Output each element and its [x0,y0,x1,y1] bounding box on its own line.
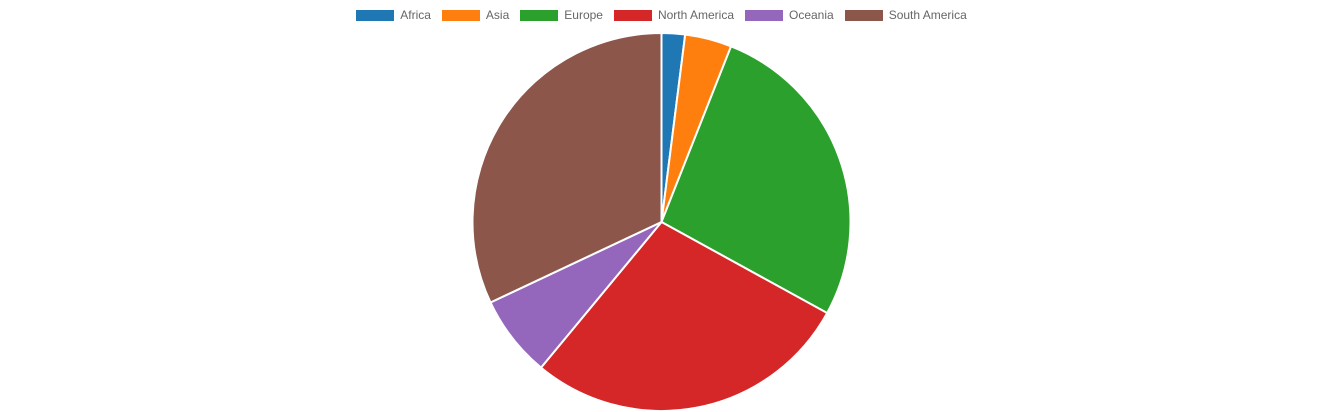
legend-label-europe: Europe [564,8,603,22]
legend-item-europe[interactable]: Europe [520,8,603,22]
chart-legend: Africa Asia Europe North America Oceania… [0,8,1323,22]
legend-item-south-america[interactable]: South America [844,8,967,22]
legend-label-south-america: South America [888,8,967,22]
legend-item-oceania[interactable]: Oceania [745,8,834,22]
legend-swatch-asia [441,9,480,21]
pie-slice-south-america[interactable] [471,31,663,304]
pie-slice-europe[interactable] [660,44,852,315]
legend-label-north-america: North America [657,8,734,22]
legend-item-north-america[interactable]: North America [613,8,734,22]
legend-swatch-south-america [844,9,883,21]
legend-item-africa[interactable]: Africa [356,8,431,22]
legend-item-asia[interactable]: Asia [441,8,510,22]
legend-swatch-north-america [613,9,652,21]
legend-swatch-oceania [745,9,783,21]
legend-label-asia: Asia [485,8,510,22]
legend-swatch-europe [520,9,559,21]
pie-slice-north-america[interactable] [539,220,829,412]
legend-label-africa: Africa [400,8,431,22]
legend-swatch-africa [356,9,395,21]
legend-label-oceania: Oceania [789,8,834,22]
